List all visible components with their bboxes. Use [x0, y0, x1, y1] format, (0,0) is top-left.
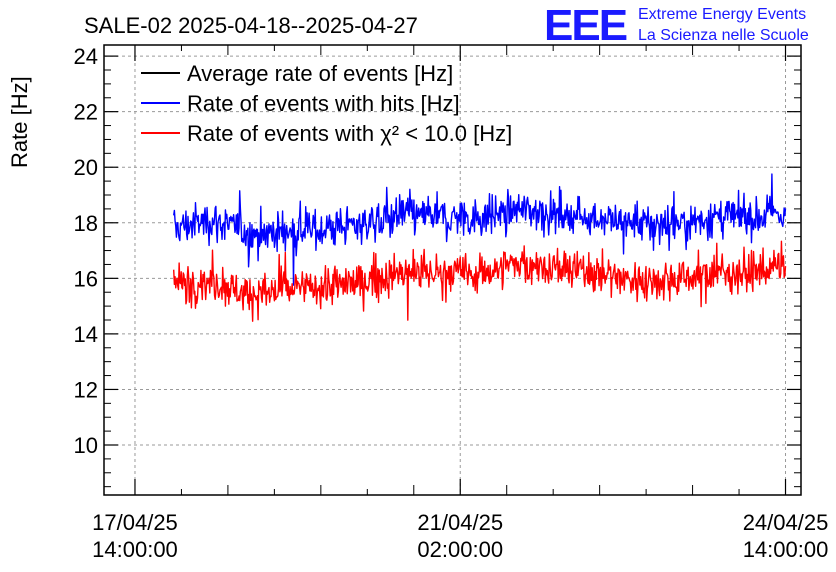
x-tick-label-time: 14:00:00 — [92, 537, 178, 562]
series-line-chi2 — [173, 240, 787, 322]
legend: Average rate of events [Hz] Rate of even… — [141, 61, 512, 146]
eee-logo: EEE Extreme Energy Events La Scienza nel… — [544, 1, 809, 50]
eee-logo-line1: Extreme Energy Events — [638, 6, 806, 23]
y-tick-label: 20 — [74, 155, 98, 180]
y-tick-label: 18 — [74, 211, 98, 236]
y-tick-label: 12 — [74, 377, 98, 402]
series-line-hits — [173, 173, 787, 286]
x-tick-label-date: 21/04/25 — [417, 510, 503, 535]
y-tick-label: 24 — [74, 44, 98, 69]
y-axis-label: Rate [Hz] — [7, 76, 32, 168]
x-tick-label-date: 17/04/25 — [92, 510, 178, 535]
y-tick-label: 22 — [74, 100, 98, 125]
eee-logo-line2: La Scienza nelle Scuole — [638, 27, 809, 44]
legend-label-average: Average rate of events [Hz] — [187, 61, 453, 86]
legend-label-chi2: Rate of events with χ² < 10.0 [Hz] — [187, 121, 512, 146]
chart-title: SALE-02 2025-04-18--2025-04-27 — [84, 13, 418, 38]
x-axis: 17/04/2514:00:0021/04/2502:00:0024/04/25… — [92, 45, 828, 562]
legend-label-hits: Rate of events with hits [Hz] — [187, 91, 460, 116]
x-tick-label-date: 24/04/25 — [743, 510, 829, 535]
y-tick-label: 14 — [74, 322, 98, 347]
y-tick-label: 16 — [74, 266, 98, 291]
x-tick-label-time: 14:00:00 — [743, 537, 829, 562]
y-tick-label: 10 — [74, 433, 98, 458]
plot-frame — [103, 44, 802, 496]
y-axis: 10 12 14 16 18 20 22 24 — [74, 44, 801, 488]
data-series — [173, 173, 787, 322]
x-tick-label-time: 02:00:00 — [417, 537, 503, 562]
eee-logo-mark: EEE — [544, 1, 627, 50]
